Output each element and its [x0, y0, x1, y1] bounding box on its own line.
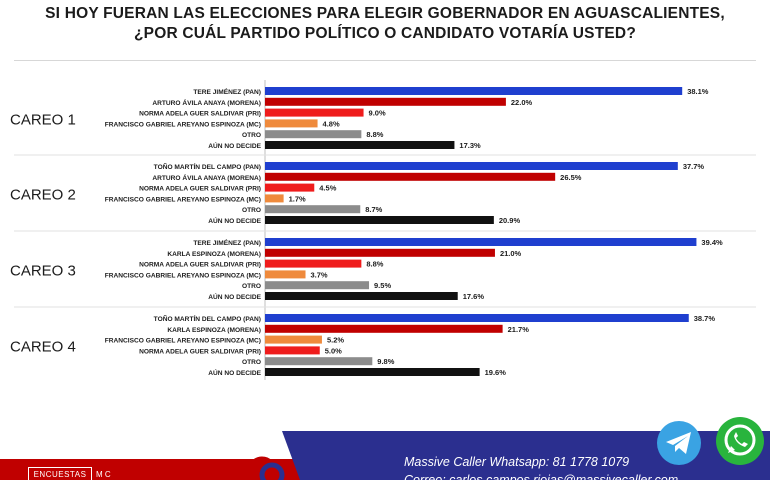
bar — [265, 335, 322, 344]
bar — [265, 172, 556, 181]
bar-category-label: OTRO — [242, 359, 261, 366]
title-divider — [14, 60, 756, 61]
bar-value-label: 21.0% — [500, 249, 522, 258]
title-line-2: ¿POR CUÁL PARTIDO POLÍTICO O CANDIDATO V… — [133, 25, 636, 42]
bar — [265, 270, 306, 279]
bar-category-label: AÚN NO DECIDE — [208, 368, 261, 377]
title-line-1: SI HOY FUERAN LAS ELECCIONES PARA ELEGIR… — [45, 5, 725, 22]
footer-blue-band — [282, 431, 770, 480]
whatsapp-contact: Massive Caller Whatsapp: 81 1778 1079 — [404, 455, 630, 469]
bar-value-label: 8.8% — [366, 260, 383, 269]
bar-category-label: AÚN NO DECIDE — [208, 216, 261, 225]
bar-value-label: 38.1% — [687, 87, 709, 96]
bar — [265, 346, 320, 355]
bar — [265, 108, 364, 117]
bar-value-label: 4.5% — [319, 184, 336, 193]
bar-category-label: TOÑO MARTÍN DEL CAMPO (PAN) — [154, 162, 261, 171]
bar — [265, 141, 455, 149]
footer: ENCUESTAS M C Massive Caller Whatsapp: 8… — [0, 417, 770, 487]
bar-value-label: 8.7% — [365, 205, 382, 214]
bar-value-label: 1.7% — [289, 194, 306, 203]
bar-category-label: AÚN NO DECIDE — [208, 141, 261, 150]
bar — [265, 368, 480, 376]
bar-category-label: OTRO — [242, 207, 261, 214]
group-label: CAREO 2 — [10, 186, 76, 203]
bar-category-label: OTRO — [242, 283, 261, 290]
bar — [265, 292, 458, 300]
bar-value-label: 20.9% — [499, 216, 521, 225]
group-label: CAREO 3 — [10, 262, 76, 279]
bar-category-label: FRANCISCO GABRIEL AREYANO ESPINOZA (MC) — [105, 338, 261, 345]
telegram-icon[interactable] — [655, 419, 703, 467]
bar — [265, 205, 361, 214]
bar — [265, 194, 284, 203]
bar-category-label: OTRO — [242, 132, 261, 139]
bar-value-label: 26.5% — [560, 173, 582, 182]
bar — [265, 248, 495, 257]
bar-category-label: FRANCISCO GABRIEL AREYANO ESPINOZA (MC) — [105, 272, 261, 279]
bar-value-label: 9.5% — [374, 281, 391, 290]
bar-category-label: FRANCISCO GABRIEL AREYANO ESPINOZA (MC) — [105, 121, 261, 128]
bar-value-label: 4.8% — [323, 119, 340, 128]
logo-icon — [247, 456, 285, 480]
bar — [265, 97, 506, 106]
bar-category-label: NORMA ADELA GUER SALDIVAR (PRI) — [139, 348, 261, 355]
bar-category-label: NORMA ADELA GUER SALDIVAR (PRI) — [139, 111, 261, 118]
bar-category-label: TERE JIMÉNEZ (PAN) — [193, 87, 261, 96]
bar-value-label: 5.2% — [327, 336, 344, 345]
bar-value-label: 9.8% — [377, 357, 394, 366]
bar — [265, 87, 683, 95]
bar-value-label: 9.0% — [369, 109, 386, 118]
bar-value-label: 22.0% — [511, 98, 533, 107]
email-contact: Correo: carlos.campos.riojas@massivecall… — [404, 473, 679, 487]
bar — [265, 130, 362, 139]
bar-value-label: 21.7% — [508, 325, 530, 334]
bar-chart: CAREO 1 TERE JIMÉNEZ (PAN) 38.1% ARTURO ÁVI… — [10, 80, 756, 380]
chart-title: SI HOY FUERAN LAS ELECCIONES PARA ELEGIR… — [0, 4, 770, 44]
bar-category-label: KARLA ESPINOZA (MORENA) — [167, 327, 261, 334]
bar — [265, 183, 315, 192]
bar-category-label: NORMA ADELA GUER SALDIVAR (PRI) — [139, 262, 261, 269]
bar — [265, 281, 370, 290]
bar — [265, 314, 689, 322]
whatsapp-icon[interactable] — [714, 415, 766, 467]
bar-value-label: 8.8% — [366, 130, 383, 139]
bar-value-label: 17.3% — [459, 141, 481, 150]
bar-category-label: ARTURO ÁVILA ANAYA (MORENA) — [152, 98, 261, 107]
bar-value-label: 19.6% — [485, 368, 507, 377]
bar-category-label: ARTURO ÁVILA ANAYA (MORENA) — [152, 173, 261, 182]
group-label: CAREO 4 — [10, 338, 76, 355]
bar-category-label: TOÑO MARTÍN DEL CAMPO (PAN) — [154, 314, 261, 323]
bar — [265, 119, 318, 128]
brand-tail: M C — [96, 470, 111, 479]
bar-category-label: KARLA ESPINOZA (MORENA) — [167, 251, 261, 258]
bar — [265, 357, 373, 366]
bar-category-label: FRANCISCO GABRIEL AREYANO ESPINOZA (MC) — [105, 196, 261, 203]
bar — [265, 259, 362, 268]
bar — [265, 324, 503, 333]
bar-category-label: AÚN NO DECIDE — [208, 292, 261, 301]
bar — [265, 216, 494, 224]
bar-value-label: 38.7% — [694, 314, 716, 323]
bar-value-label: 3.7% — [311, 270, 328, 279]
bar-category-label: TERE JIMÉNEZ (PAN) — [193, 238, 261, 247]
bar-category-label: NORMA ADELA GUER SALDIVAR (PRI) — [139, 186, 261, 193]
group-label: CAREO 1 — [10, 111, 76, 128]
bar-value-label: 39.4% — [701, 238, 723, 247]
bar — [265, 162, 678, 170]
bar-value-label: 17.6% — [463, 292, 485, 301]
bar-value-label: 5.0% — [325, 346, 342, 355]
bar-value-label: 37.7% — [683, 162, 705, 171]
bar — [265, 238, 697, 246]
